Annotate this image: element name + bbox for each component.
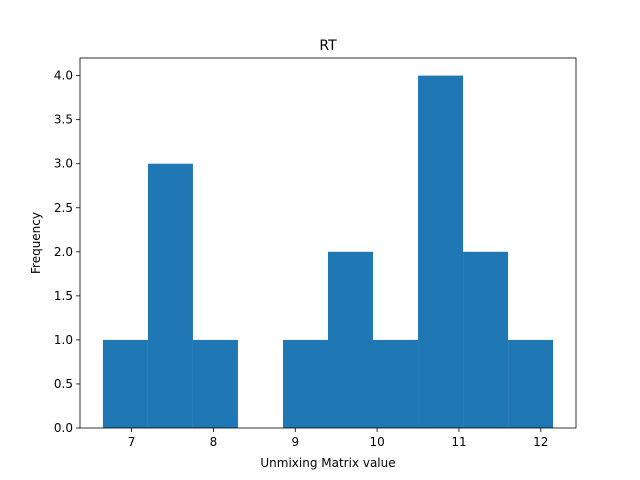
x-tick-label: 9 xyxy=(291,435,299,449)
chart-title: RT xyxy=(319,38,337,54)
y-tick-label: 2.5 xyxy=(54,201,73,215)
plot-frame xyxy=(79,57,577,429)
x-tick-label: 12 xyxy=(533,435,548,449)
y-axis-ticks: 0.0 0.5 1.0 1.5 2.0 2.5 3.0 3.5 4.0 xyxy=(54,69,80,435)
histogram-bar xyxy=(192,339,238,428)
histogram-bar xyxy=(102,339,148,428)
y-tick-label: 2.0 xyxy=(54,245,73,259)
y-tick-label: 3.5 xyxy=(54,113,73,127)
y-tick-label: 1.5 xyxy=(54,289,73,303)
y-axis-label: Frequency xyxy=(29,212,43,274)
histogram-bar xyxy=(373,339,419,428)
x-tick-label: 8 xyxy=(210,435,218,449)
y-tick-label: 0.5 xyxy=(54,377,73,391)
histogram-bars xyxy=(102,75,554,428)
histogram-bar xyxy=(328,251,374,428)
histogram-bar xyxy=(463,251,509,428)
x-axis-label: Unmixing Matrix value xyxy=(260,456,395,470)
y-tick-label: 0.0 xyxy=(54,421,73,435)
histogram-bar xyxy=(508,339,554,428)
y-tick-label: 3.0 xyxy=(54,157,73,171)
x-tick-label: 10 xyxy=(369,435,384,449)
x-axis-ticks: 7 8 9 10 11 12 xyxy=(128,428,548,449)
y-tick-label: 4.0 xyxy=(54,69,73,83)
histogram-bar xyxy=(418,75,464,428)
y-tick-label: 1.0 xyxy=(54,333,73,347)
histogram-bar xyxy=(147,163,193,428)
x-tick-label: 11 xyxy=(451,435,466,449)
histogram-bar xyxy=(282,339,328,428)
x-tick-label: 7 xyxy=(128,435,136,449)
